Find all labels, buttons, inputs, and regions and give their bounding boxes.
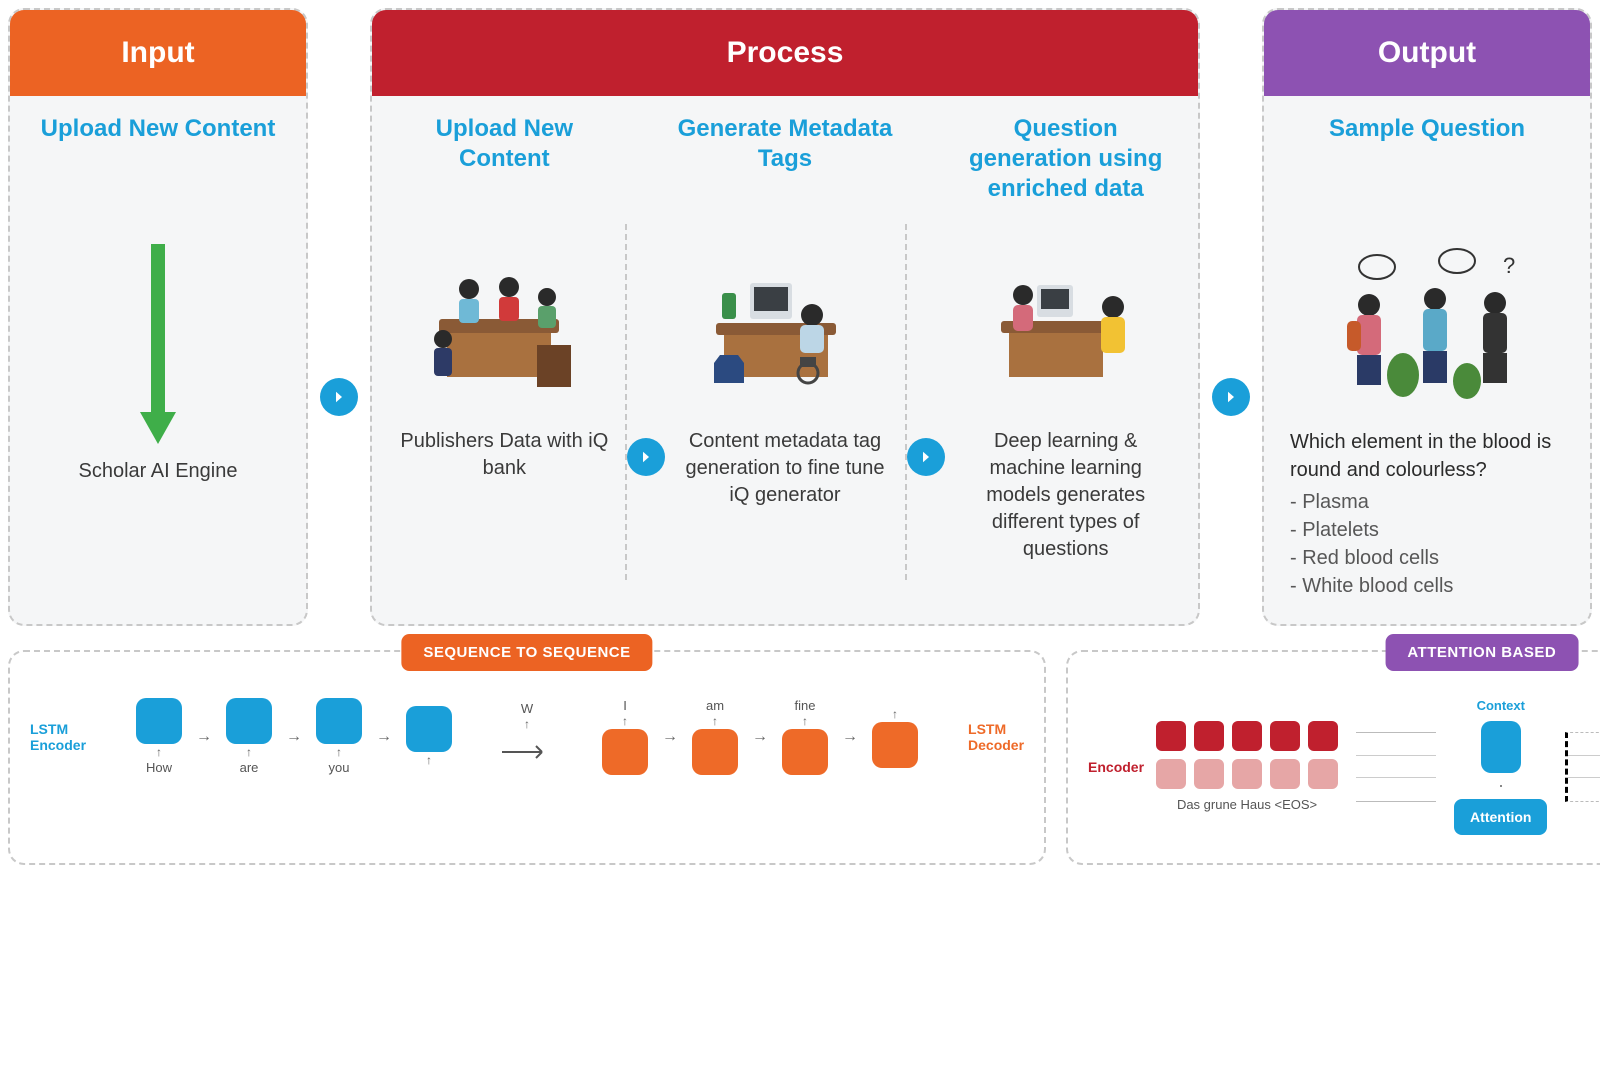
divider bbox=[905, 224, 907, 580]
arrow-icon bbox=[907, 438, 945, 476]
input-subtitle: Upload New Content bbox=[22, 114, 294, 234]
output-panel: Output Sample Question ? bbox=[1262, 8, 1592, 626]
input-subtitle-text: Upload New Content bbox=[41, 114, 276, 144]
att-encoder-node bbox=[1194, 721, 1224, 751]
decoder-node: ↑ bbox=[872, 706, 918, 768]
models-row: SEQUENCE TO SEQUENCE LSTM Encoder ↑How→↑… bbox=[8, 650, 1592, 865]
attention-lines-right bbox=[1565, 732, 1600, 802]
attention-panel: ATTENTION BASED Encoder Das grune Haus <… bbox=[1066, 650, 1600, 865]
process-caption-2: Content metadata tag generation to fine … bbox=[675, 428, 896, 509]
divider bbox=[625, 224, 627, 580]
seq2seq-panel: SEQUENCE TO SEQUENCE LSTM Encoder ↑How→↑… bbox=[8, 650, 1046, 865]
output-header: Output bbox=[1264, 10, 1590, 96]
option-3: - Red blood cells bbox=[1290, 544, 1564, 572]
attention-pill: Attention bbox=[1454, 799, 1547, 835]
decoder-node: I↑ bbox=[602, 698, 648, 775]
input-header: Input bbox=[10, 10, 306, 96]
decoder-node: fine↑ bbox=[782, 698, 828, 775]
att-encoder-node-light bbox=[1270, 759, 1300, 789]
down-arrow bbox=[22, 234, 294, 444]
seq2seq-badge: SEQUENCE TO SEQUENCE bbox=[401, 634, 652, 671]
att-encoder-node-light bbox=[1308, 759, 1338, 789]
arrow-icon bbox=[320, 378, 358, 416]
arrow-icon bbox=[627, 438, 665, 476]
encoder-node: ↑are bbox=[226, 698, 272, 775]
att-encoder-block: Das grune Haus <EOS> bbox=[1156, 721, 1338, 812]
att-encoder-node bbox=[1308, 721, 1338, 751]
att-encoder-node bbox=[1232, 721, 1262, 751]
context-label: Context bbox=[1477, 698, 1525, 713]
att-encoder-node-light bbox=[1194, 759, 1224, 789]
illustration-students: ? bbox=[1276, 234, 1578, 414]
attention-lines bbox=[1356, 732, 1436, 802]
process-header: Process bbox=[372, 10, 1198, 96]
process-caption-3: Deep learning & machine learning models … bbox=[955, 428, 1176, 563]
process-panel: Process Upload New Content bbox=[370, 8, 1200, 626]
encoder-node: ↑you bbox=[316, 698, 362, 775]
pipeline-row: Input Upload New Content Scholar AI Engi… bbox=[8, 8, 1592, 626]
center-label: W bbox=[521, 701, 533, 716]
option-2: - Platelets bbox=[1290, 516, 1564, 544]
attention-center: Context Attention bbox=[1454, 698, 1547, 835]
process-caption-1: Publishers Data with iQ bank bbox=[394, 428, 615, 482]
encoder-node: ↑How bbox=[136, 698, 182, 775]
input-panel: Input Upload New Content Scholar AI Engi… bbox=[8, 8, 308, 626]
illustration-publishers bbox=[394, 234, 615, 414]
process-subtitle-3: Question generation using enriched data bbox=[955, 114, 1176, 204]
process-col-3: Question generation using enriched data … bbox=[945, 114, 1186, 600]
decoder-nodes: I↑→am↑→fine↑→↑ bbox=[602, 698, 918, 775]
input-caption: Scholar AI Engine bbox=[22, 458, 294, 485]
att-encoder-node-light bbox=[1232, 759, 1262, 789]
illustration-metadata bbox=[675, 234, 896, 414]
output-subtitle: Sample Question bbox=[1329, 114, 1525, 144]
question-text: Which element in the blood is round and … bbox=[1290, 428, 1564, 484]
illustration-deeplearning bbox=[955, 234, 1176, 414]
attention-badge: ATTENTION BASED bbox=[1385, 634, 1578, 671]
decoder-label: LSTM Decoder bbox=[968, 721, 1024, 753]
decoder-node: am↑ bbox=[692, 698, 738, 775]
process-col-2: Generate Metadata Tags bbox=[665, 114, 906, 600]
svg-text:?: ? bbox=[1503, 253, 1515, 278]
context-node bbox=[1481, 721, 1521, 773]
att-encoder-node bbox=[1156, 721, 1186, 751]
process-subtitle-1: Upload New Content bbox=[394, 114, 615, 174]
option-1: - Plasma bbox=[1290, 488, 1564, 516]
process-subtitle-2: Generate Metadata Tags bbox=[675, 114, 896, 174]
encoder-nodes: ↑How→↑are→↑you→↑ bbox=[136, 698, 452, 775]
option-4: - White blood cells bbox=[1290, 572, 1564, 600]
att-encoder-node-light bbox=[1156, 759, 1186, 789]
sample-question-block: Which element in the blood is round and … bbox=[1276, 428, 1578, 600]
center-w: W ↑ bbox=[502, 701, 552, 772]
att-encoder-label: Encoder bbox=[1088, 759, 1144, 775]
encoder-node: ↑ bbox=[406, 706, 452, 768]
att-encoder-node bbox=[1270, 721, 1300, 751]
att-encoder-caption: Das grune Haus <EOS> bbox=[1177, 797, 1317, 812]
arrow-icon bbox=[1212, 378, 1250, 416]
process-col-1: Upload New Content bbox=[384, 114, 625, 600]
encoder-label: LSTM Encoder bbox=[30, 721, 86, 753]
